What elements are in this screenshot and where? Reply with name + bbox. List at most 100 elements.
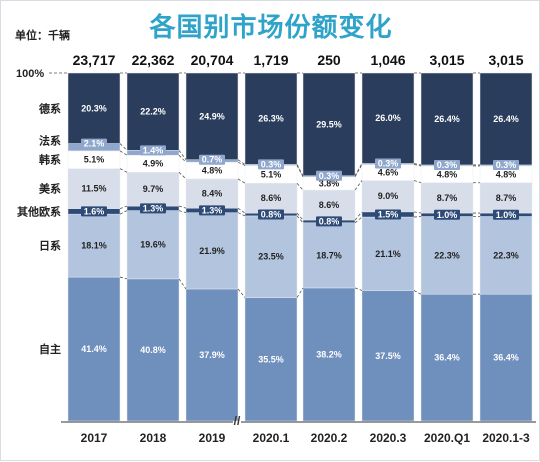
connector-line [237, 288, 246, 298]
axis-break-mark: // [234, 414, 241, 428]
segment-value-label: 9.0% [378, 191, 399, 201]
legend-series-label: 韩系 [39, 153, 61, 167]
segment-value-label: 23.5% [258, 252, 284, 262]
connector-line [237, 178, 246, 184]
connector-line [413, 164, 422, 167]
connector-line [296, 182, 304, 191]
segment-value-label: 8.7% [496, 193, 517, 203]
connector-line [413, 211, 422, 214]
segment-label-chip [493, 159, 519, 170]
bar-segment [361, 180, 415, 213]
segment-value-label: 9.7% [143, 184, 164, 194]
bar-segment [67, 213, 121, 278]
connector-line [354, 287, 363, 291]
segment-value-label: 2.1% [84, 139, 105, 149]
segment-value-label: 0.8% [261, 209, 282, 219]
segment-value-label: 11.5% [81, 184, 106, 194]
connector-line [119, 150, 128, 156]
connector-line [296, 164, 304, 176]
category-label: 2017 [81, 431, 108, 445]
segment-value-label: 4.8% [496, 169, 517, 179]
segment-value-label: 1.3% [143, 203, 164, 213]
connector-line [119, 205, 128, 209]
bar-segment [420, 72, 474, 166]
connector-line [119, 276, 128, 280]
bar-segment [479, 182, 533, 214]
connector-line [237, 159, 246, 165]
total-label: 1,046 [370, 52, 405, 68]
bar-segment [361, 72, 415, 164]
connector-line [354, 211, 363, 221]
segment-value-label: 0.7% [202, 155, 223, 165]
segment-value-label: 5.1% [84, 155, 105, 165]
category-label: 2020.1 [253, 431, 290, 445]
bar-segment [244, 72, 298, 165]
unit-label: 单位：千辆 [15, 29, 70, 42]
connector-line [178, 150, 187, 160]
bar-segment [244, 215, 298, 298]
segment-value-label: 5.1% [261, 169, 282, 179]
bar-segment [302, 222, 356, 289]
connector-line [354, 164, 363, 178]
bar-segment [420, 216, 474, 295]
segment-value-label: 1.3% [202, 205, 223, 215]
bar-segment [479, 293, 533, 422]
bar-segment [361, 216, 415, 291]
segment-value-label: 26.0% [375, 113, 401, 123]
bar-segment [420, 293, 474, 422]
bar-segment [479, 72, 533, 166]
bar-segment [126, 72, 180, 151]
legend-series-label: 日系 [39, 239, 61, 253]
segment-value-label: 8.6% [261, 193, 282, 203]
connector-line [119, 168, 128, 173]
bar-segment [185, 178, 239, 209]
connector-line [237, 207, 246, 214]
segment-label-chip [199, 205, 225, 216]
bar-segment [67, 72, 121, 144]
legend-series-label: 法系 [39, 134, 61, 148]
segment-value-label: 18.7% [316, 250, 342, 260]
segment-value-label: 40.8% [140, 345, 166, 355]
connector-line [413, 290, 422, 295]
segment-value-label: 26.3% [258, 114, 284, 124]
connector-line [354, 163, 363, 176]
segment-label-chip [316, 170, 342, 181]
connector-line [296, 165, 304, 177]
segment-label-chip [81, 206, 107, 217]
segment-value-label: 35.5% [258, 354, 284, 364]
category-label: 2020.Q1 [424, 431, 470, 445]
segment-value-label: 0.3% [437, 160, 458, 170]
segment-value-label: 38.2% [316, 349, 342, 359]
bar-segment [244, 182, 298, 214]
segment-value-label: 21.9% [199, 246, 225, 256]
segment-label-chip [434, 159, 460, 170]
segment-label-chip [258, 209, 284, 220]
segment-value-label: 4.6% [378, 168, 399, 178]
bar-segment [185, 288, 239, 422]
chart-title: 各国别市场份额变化 [149, 13, 393, 43]
segment-value-label: 1.6% [84, 206, 105, 216]
segment-label-chip [375, 209, 401, 220]
segment-value-label: 24.9% [199, 111, 225, 121]
segment-label-chip [81, 138, 107, 149]
bar-segment [361, 290, 415, 422]
connector-line [296, 287, 304, 298]
bar-segment [126, 210, 180, 280]
category-label: 2018 [140, 431, 167, 445]
segment-value-label: 0.8% [319, 216, 340, 226]
segment-label-chip [493, 209, 519, 220]
total-label: 3,015 [488, 52, 523, 68]
connector-line [119, 210, 128, 215]
legend-series-label: 美系 [39, 182, 61, 196]
segment-value-label: 37.9% [199, 350, 225, 360]
connector-line [296, 212, 304, 221]
legend-series-label: 德系 [38, 101, 61, 115]
connector-line [413, 216, 422, 218]
total-label: 250 [317, 52, 341, 68]
segment-value-label: 29.5% [316, 119, 342, 129]
segment-value-label: 22.3% [434, 250, 460, 260]
connector-line [354, 216, 363, 224]
connector-line [119, 143, 128, 151]
segment-value-label: 19.6% [140, 240, 166, 250]
